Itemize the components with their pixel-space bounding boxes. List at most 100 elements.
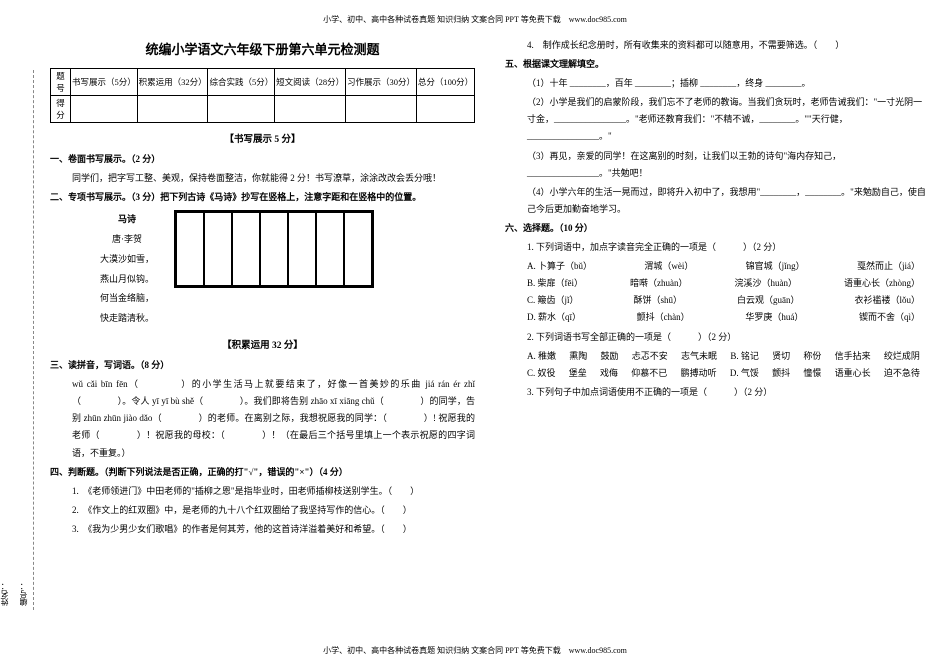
opt-row-1a: A. 卜算子（bǔ） 渭城（wèi） 锦官城（jǐng） 戛然而止（jiá） <box>505 258 930 275</box>
th-2: 积累运用（32分） <box>137 69 208 96</box>
th-4: 短文阅读（28分） <box>275 69 346 96</box>
q6-1: 1. 下列词语中，加点字读音完全正确的一项是（ ）（2 分） <box>505 239 930 256</box>
opt: 颤抖（chàn） <box>637 309 690 326</box>
q5-4: （4）小学六年的生活一晃而过，即将升入初中了，我想用"________，____… <box>505 184 930 218</box>
cell <box>70 96 137 123</box>
q4-1: 1. 《老师领进门》中田老师的"插柳之恩"是指毕业时，田老师插柳枝送别学生。（ … <box>50 483 475 500</box>
opt-row-2a: A. 稚嫩 熏陶 鼓励 忐忑不安 志气未眠 B. 铭记 贤切 称份 信手拈来 绞… <box>505 348 930 365</box>
opt: 称份 <box>803 348 821 365</box>
score-table: 题号 书写展示（5分） 积累运用（32分） 综合实践（5分） 短文阅读（28分）… <box>50 68 475 123</box>
poem-block: 马诗 唐·李贺 大漠沙如雪， 燕山月似钩。 何当金络脑， 快走踏清秋。 <box>50 210 154 329</box>
page-header: 小学、初中、高中各种试卷真题 知识归纳 文案合同 PPT 等免费下载 www.d… <box>0 10 950 29</box>
opt: 仰慕不已 <box>631 365 667 382</box>
opt-row-1d: D. 薪水（qī） 颤抖（chàn） 华罗庚（huá） 锲而不舍（qì） <box>505 309 930 326</box>
grid-cell <box>177 213 205 285</box>
opt: 渭城（wèi） <box>644 258 693 275</box>
left-column: 统编小学语文六年级下册第六单元检测题 题号 书写展示（5分） 积累运用（32分）… <box>50 35 475 540</box>
page-title: 统编小学语文六年级下册第六单元检测题 <box>50 39 475 58</box>
opt: 憧憬 <box>803 365 821 382</box>
poem-l4: 快走踏清秋。 <box>100 309 154 329</box>
opt: 语重心长 <box>835 365 871 382</box>
cell <box>275 96 346 123</box>
th-3: 综合实践（5分） <box>208 69 275 96</box>
q5: 五、根据课文理解填空。 <box>505 56 930 73</box>
row-label: 得分 <box>51 96 71 123</box>
right-column: 4. 制作成长纪念册时，所有收集来的资料都可以随意用，不需要筛选。（ ） 五、根… <box>505 35 930 540</box>
cell <box>208 96 275 123</box>
q4: 四、判断题。（判断下列说法是否正确，正确的打"√"，错误的"×"）（4 分） <box>50 464 475 481</box>
q6-3: 3. 下列句子中加点词语使用不正确的一项是（ ）（2 分） <box>505 384 930 401</box>
opt: 暗啭（zhuàn） <box>630 275 688 292</box>
opt: 锦官城（jǐng） <box>746 258 805 275</box>
grid-cell <box>261 213 289 285</box>
opt: 信手拈来 <box>835 348 871 365</box>
q1: 一、卷面书写展示。（2 分） <box>50 151 475 168</box>
opt-row-1c: C. 簸齿（jǐ） 酥饼（shū） 白云观（guān） 衣衫褴褛（lǒu） <box>505 292 930 309</box>
poem-author: 唐·李贺 <box>100 230 154 250</box>
opt: C. 奴役 <box>527 365 556 382</box>
side-label-id: 编号： <box>14 70 33 610</box>
grid-cell <box>289 213 317 285</box>
poem-l3: 何当金络脑， <box>100 289 154 309</box>
section2-heading: 【积累运用 32 分】 <box>50 337 475 351</box>
cell <box>416 96 474 123</box>
side-label-name: 姓名： <box>0 70 14 610</box>
opt: 白云观（guān） <box>737 292 800 309</box>
q3-text: wǔ cǎi bīn fēn（ ）的小学生活马上就要结束了，好像一首美妙的乐曲 … <box>50 376 475 461</box>
q1-text: 同学们，把字写工整、美观，保持卷面整洁，你就能得 2 分！书写潦草，涂涂改改会丢… <box>50 170 475 187</box>
grid-cell <box>317 213 345 285</box>
opt: A. 卜算子（bǔ） <box>527 258 592 275</box>
opt: 迫不急待 <box>884 365 920 382</box>
writing-grid <box>174 210 374 329</box>
cell <box>345 96 416 123</box>
opt: 鹏搏动听 <box>681 365 717 382</box>
cell <box>137 96 208 123</box>
q5-1: （1）十年 ________，百年 ________；插柳 ________，终… <box>505 75 930 92</box>
opt: A. 稚嫩 <box>527 348 556 365</box>
poem-l2: 燕山月似钩。 <box>100 270 154 290</box>
q4-2: 2. 《作文上的红双圈》中，是老师的九十八个红双圈给了我坚持写作的信心。（ ） <box>50 502 475 519</box>
q3: 三、读拼音，写词语。（8 分） <box>50 357 475 374</box>
q6-2: 2. 下列词语书写全部正确的一项是（ ）（2 分） <box>505 329 930 346</box>
opt: 堡垒 <box>569 365 587 382</box>
q6: 六、选择题。（10 分） <box>505 220 930 237</box>
opt: 贤切 <box>772 348 790 365</box>
q4-3: 3. 《我为少男少女们歌唱》的作者是何其芳，他的这首诗洋溢着美好和希望。（ ） <box>50 521 475 538</box>
poem-title: 马诗 <box>100 210 154 230</box>
grid-cell <box>233 213 261 285</box>
opt: 绞烂成阴 <box>884 348 920 365</box>
th-0: 题号 <box>51 69 71 96</box>
opt: 华罗庚（huá） <box>745 309 803 326</box>
opt: B. 铭记 <box>730 348 759 365</box>
grid-cell <box>205 213 233 285</box>
q5-3: （3）再见，亲爱的同学！在这离别的时刻，让我们以王勃的诗句"海内存知己，____… <box>505 148 930 182</box>
opt: 衣衫褴褛（lǒu） <box>854 292 920 309</box>
opt-row-2c: C. 奴役 堡垒 戏侮 仰慕不已 鹏搏动听 D. 气馁 颤抖 憧憬 语重心长 迫… <box>505 365 930 382</box>
opt: 忐忑不安 <box>632 348 668 365</box>
section1-heading: 【书写展示 5 分】 <box>50 131 475 145</box>
opt: 戛然而止（jiá） <box>857 258 920 275</box>
opt: C. 簸齿（jǐ） <box>527 292 579 309</box>
opt: D. 薪水（qī） <box>527 309 581 326</box>
grid-cell <box>345 213 371 285</box>
opt-row-1b: B. 柴扉（fēi） 暗啭（zhuàn） 浣溪沙（huàn） 语重心长（zhòn… <box>505 275 930 292</box>
q5-2: （2）小学是我们的启蒙阶段，我们忘不了老师的教诲。当我们贪玩时，老师告诫我们："… <box>505 94 930 145</box>
page-footer: 小学、初中、高中各种试卷真题 知识归纳 文案合同 PPT 等免费下载 www.d… <box>0 641 950 660</box>
opt: 颤抖 <box>772 365 790 382</box>
opt: 语重心长（zhòng） <box>844 275 920 292</box>
opt: 浣溪沙（huàn） <box>735 275 798 292</box>
q2: 二、专项书写展示。（3 分）把下列古诗《马诗》抄写在竖格上，注意字距和在竖格中的… <box>50 189 475 206</box>
th-1: 书写展示（5分） <box>70 69 137 96</box>
opt: D. 气馁 <box>730 365 759 382</box>
opt: 熏陶 <box>569 348 587 365</box>
opt: 戏侮 <box>600 365 618 382</box>
binding-margin: 编号： 姓名： 班级： 学校： <box>4 70 34 610</box>
q4-4: 4. 制作成长纪念册时，所有收集来的资料都可以随意用，不需要筛选。（ ） <box>505 37 930 54</box>
th-5: 习作展示（30分） <box>345 69 416 96</box>
opt: 志气未眠 <box>681 348 717 365</box>
th-6: 总分（100分） <box>416 69 474 96</box>
opt: 锲而不舍（qì） <box>859 309 920 326</box>
opt: B. 柴扉（fēi） <box>527 275 583 292</box>
poem-l1: 大漠沙如雪， <box>100 250 154 270</box>
opt: 酥饼（shū） <box>634 292 683 309</box>
